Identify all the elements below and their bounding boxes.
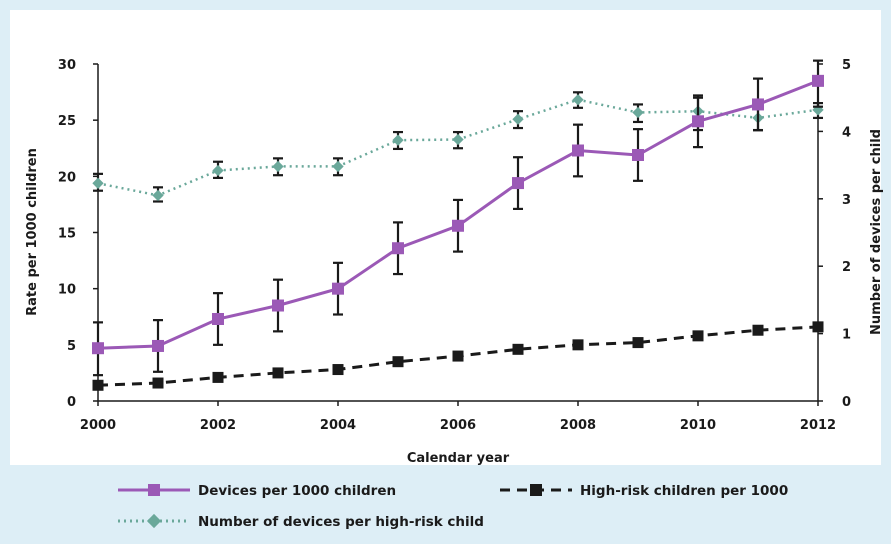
y-tick-label: 10 (58, 283, 76, 298)
devices-point (452, 219, 464, 232)
high-risk-point (812, 321, 824, 333)
y-tick-label: 5 (67, 339, 76, 354)
ratio-point (332, 160, 344, 173)
x-tick-label: 2000 (80, 418, 116, 433)
high-risk-point (92, 379, 104, 391)
devices-point (812, 74, 824, 87)
y2-tick-label: 5 (842, 58, 851, 73)
y2-tick-label: 4 (842, 125, 851, 140)
legend-label-high-risk: High-risk children per 1000 (580, 483, 788, 499)
high-risk-point (212, 371, 224, 383)
high-risk-point (152, 377, 164, 389)
high-risk-point (632, 337, 644, 349)
high-risk-point (452, 350, 464, 362)
devices-point (632, 148, 644, 161)
x-axis-title: Calendar year (407, 451, 510, 466)
axes: 0 5 10 15 20 25 30 0 1 2 3 4 5 2000 2002 2004 2006 2008 20… (58, 58, 851, 433)
x-tick-label: 2010 (680, 418, 716, 433)
high-risk-point (752, 324, 764, 336)
devices-point (692, 115, 704, 128)
devices-point (152, 339, 164, 352)
x-tick-label: 2008 (560, 418, 596, 433)
devices-point (512, 177, 524, 190)
legend-marker-high-risk (530, 484, 542, 496)
devices-point (92, 342, 104, 355)
y-tick-label: 25 (58, 114, 76, 129)
y-tick-label: 0 (67, 395, 76, 410)
legend-marker-devices (148, 484, 160, 496)
ratio-point (212, 164, 224, 177)
legend-label-devices: Devices per 1000 children (198, 483, 396, 499)
ratio-point (392, 134, 404, 146)
high-risk-point (572, 339, 584, 351)
x-tick-label: 2012 (800, 418, 836, 433)
legend: Devices per 1000 children High-risk chil… (118, 483, 788, 530)
y-tick-label: 30 (58, 58, 76, 73)
legend-marker-ratio (146, 513, 162, 529)
y2-tick-label: 1 (842, 328, 851, 343)
high-risk-point (392, 356, 404, 368)
devices-point (332, 282, 344, 295)
y2-axis-title: Number of devices per child (869, 129, 884, 335)
x-tick-label: 2006 (440, 418, 476, 433)
high-risk-point (692, 330, 704, 342)
devices-point (392, 242, 404, 255)
ratio-point (272, 160, 284, 173)
devices-point (212, 312, 224, 325)
y2-tick-label: 0 (842, 395, 851, 410)
devices-point (272, 299, 284, 312)
x-tick-label: 2002 (200, 418, 236, 433)
ratio-point (152, 189, 164, 202)
high-risk-point (272, 367, 284, 379)
legend-label-ratio: Number of devices per high-risk child (198, 514, 484, 530)
high-risk-point (332, 364, 344, 376)
plot-background (10, 10, 881, 465)
devices-point (752, 98, 764, 111)
high-risk-point (512, 343, 524, 355)
y2-tick-label: 2 (842, 260, 851, 275)
ratio-point (452, 133, 464, 146)
y-axis-title: Rate per 1000 children (25, 148, 40, 316)
y2-tick-label: 3 (842, 193, 851, 208)
y-tick-label: 15 (58, 227, 76, 242)
y-tick-label: 20 (58, 170, 76, 185)
devices-point (572, 144, 584, 157)
x-tick-label: 2004 (320, 418, 356, 433)
